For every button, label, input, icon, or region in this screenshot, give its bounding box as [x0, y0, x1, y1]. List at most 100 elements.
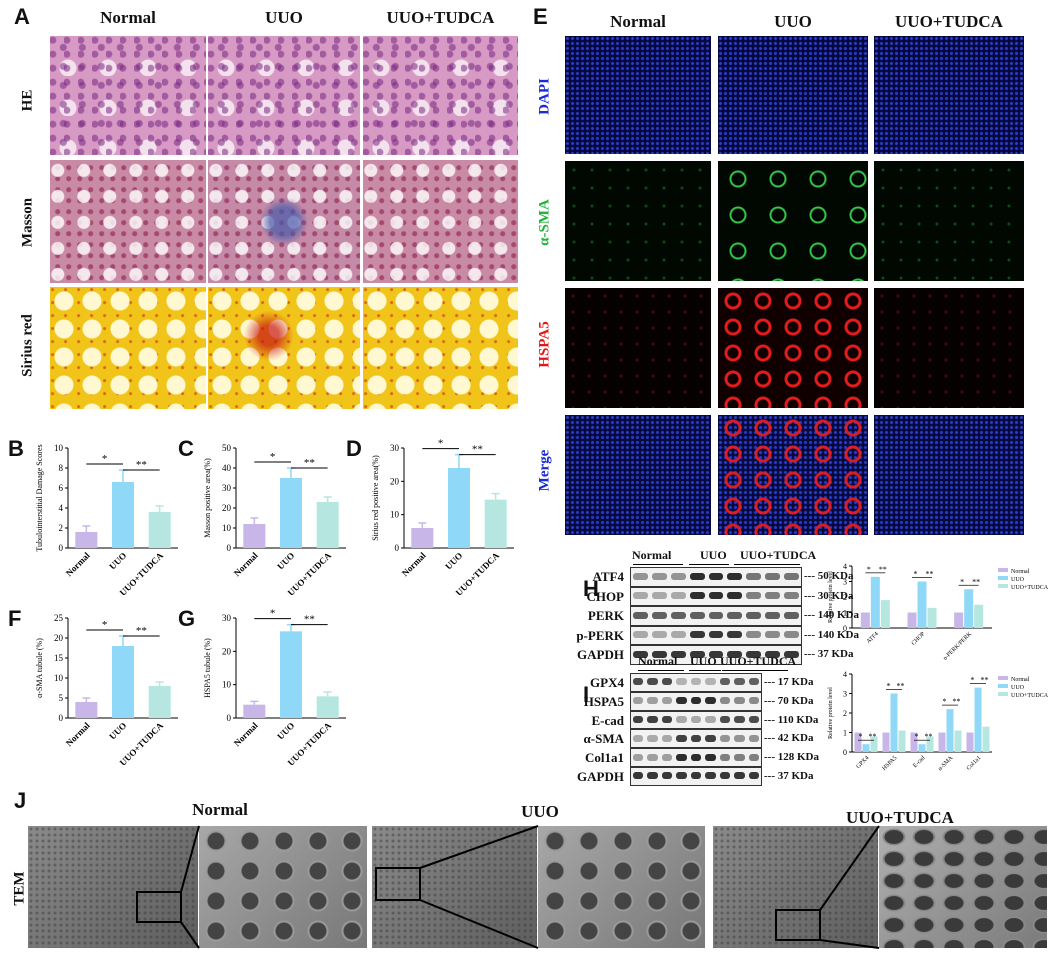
blot-i-kda-label: --- 70 KDa	[764, 694, 814, 707]
micrograph-sirius-normal	[50, 287, 206, 409]
blot-i-band	[690, 734, 702, 742]
blot-i-band	[734, 753, 745, 761]
sig-marker: **	[304, 614, 315, 626]
sig-marker: **	[897, 682, 905, 691]
bar	[112, 482, 134, 548]
bar	[75, 702, 98, 718]
blot-i-band	[719, 772, 731, 780]
blot-i-band	[705, 734, 716, 742]
blot-h-blot-strip	[630, 606, 802, 626]
y-axis-label: Masson positive area(%)	[203, 458, 212, 538]
blot-h-band	[727, 650, 743, 658]
blot-i-band	[676, 715, 687, 723]
blot-h-band	[727, 611, 743, 619]
bar	[148, 686, 171, 718]
legend-swatch	[998, 692, 1008, 696]
bar	[974, 687, 982, 752]
blot-i-band	[647, 734, 658, 742]
legend-label: Normal	[1011, 569, 1030, 575]
blot-h-kda-label: --- 140 KDa	[804, 609, 859, 621]
chart-c: 0 10 20 30 40 50 Masson positive area(%) Normal…	[203, 443, 346, 598]
blot-i-band	[690, 753, 702, 761]
bar	[112, 646, 134, 718]
blot-i-blot-strip	[630, 673, 762, 692]
x-tick-label: p-PERK/PERK	[942, 631, 973, 660]
blot-i-band	[719, 753, 731, 761]
blot-h-band	[765, 650, 781, 658]
blot-h-band	[746, 592, 762, 600]
micrograph-sirius-uuo	[208, 287, 360, 409]
x-tick-label: ATF4	[866, 631, 880, 645]
y-tick-label: 2	[59, 523, 64, 533]
blot-i-band	[748, 678, 759, 686]
legend-swatch	[998, 584, 1008, 588]
panel-label-c: C	[178, 436, 194, 461]
blot-h-band	[708, 631, 724, 639]
blot-i-protein-label: α-SMA	[583, 731, 624, 747]
blot-i-protein-label: E-cad	[591, 712, 625, 728]
legend-swatch	[998, 684, 1008, 688]
micrograph-sirius-uuo-tudca	[363, 287, 518, 409]
y-tick-label: 0	[227, 713, 232, 723]
sig-marker: *	[270, 451, 276, 463]
y-tick-label: 0	[59, 713, 64, 723]
bar	[882, 732, 890, 752]
bar	[917, 581, 927, 628]
blot-i-band	[661, 678, 673, 686]
y-tick-label: 8	[59, 463, 64, 473]
tem-uuo-zoom	[538, 826, 705, 948]
sig-marker: *	[971, 676, 975, 685]
y-tick-label: 25	[54, 613, 64, 623]
blot-h-band	[727, 572, 743, 580]
x-tick-label: GPX4	[856, 755, 871, 770]
sig-marker: *	[915, 732, 919, 741]
y-tick-label: 3	[843, 578, 847, 587]
blot-h-band	[765, 572, 781, 580]
fluor-merge-normal	[565, 415, 711, 535]
sig-marker: **	[981, 676, 989, 685]
sig-marker: *	[960, 577, 964, 586]
blot-h-band	[651, 631, 667, 639]
sig-marker: **	[136, 459, 147, 471]
blot-h-band	[651, 650, 667, 658]
bar	[411, 528, 434, 548]
x-tick-label: CHOP	[911, 631, 927, 647]
sig-marker: **	[304, 457, 315, 469]
fluor-dapi-normal	[565, 36, 711, 154]
blot-h-protein-label: PERK	[587, 608, 624, 623]
bar	[964, 589, 974, 628]
micrograph-masson-uuo-tudca	[363, 160, 518, 283]
blot-h-band	[708, 572, 724, 580]
row-label-hspa5: HSPA5	[536, 321, 553, 368]
blot-h-blot-strip	[630, 625, 802, 645]
y-tick-label: 10	[222, 523, 232, 533]
blot-i-band	[633, 734, 644, 742]
panel-label-h: H	[583, 576, 599, 601]
x-tick-label: UUO	[275, 720, 296, 741]
blot-i-band	[734, 715, 745, 723]
j-col-header-uuo-tudca: UUO+TUDCA	[846, 808, 954, 827]
blot-i-band	[676, 678, 687, 686]
blot-h-band	[708, 650, 724, 658]
y-axis-label: Sirius red positive area(%)	[371, 455, 380, 541]
x-tick-label: α-SMA	[937, 755, 955, 773]
bar	[870, 576, 880, 628]
bar	[243, 524, 266, 548]
blot-h-group-uuo-tudca: UUO+TUDCA	[740, 548, 817, 562]
blot-i-band	[676, 753, 687, 761]
blot-i-band	[647, 678, 658, 686]
blot-i-band	[748, 753, 759, 761]
bar	[954, 612, 964, 628]
blot-h-band	[689, 611, 705, 619]
bar	[898, 730, 906, 752]
blot-h-kda-label: --- 140 KDa	[804, 628, 859, 641]
blot-i-band	[661, 715, 673, 723]
fluor-hspa5-uuo	[718, 288, 868, 408]
e-col-header-uuo: UUO	[774, 12, 812, 31]
chart-b: 0 2 4 6 8 10 Tubulointerstitial Damage Scores N…	[35, 443, 178, 598]
bar	[938, 732, 946, 752]
legend-label: Normal	[1011, 677, 1030, 683]
blot-i-band	[633, 715, 644, 723]
